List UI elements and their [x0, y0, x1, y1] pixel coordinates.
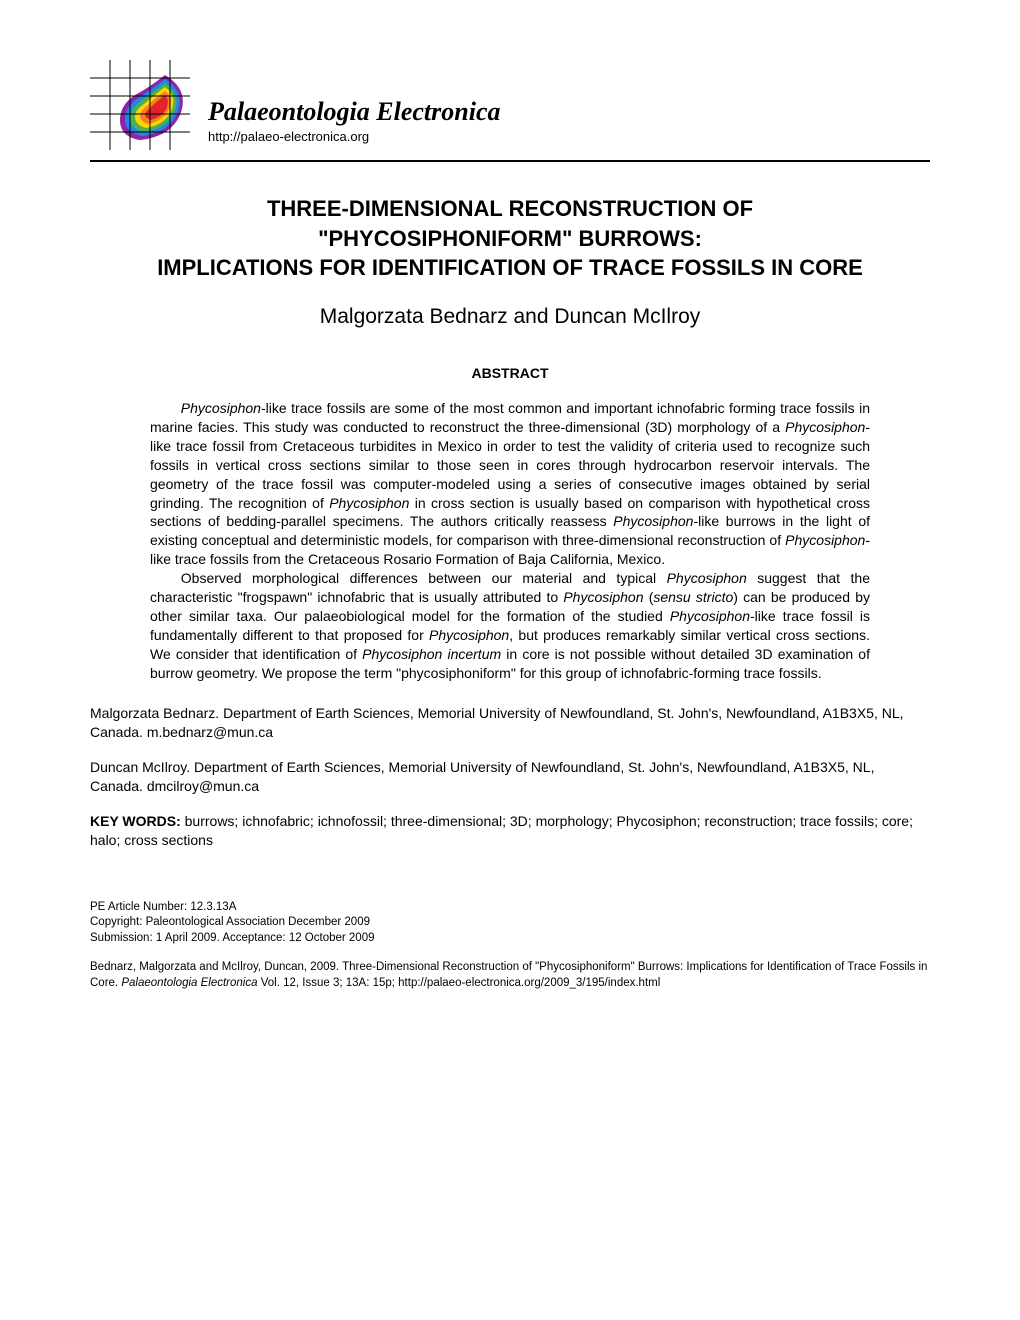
article-metadata: PE Article Number: 12.3.13A Copyright: P…: [90, 900, 930, 947]
abstract-paragraph-2: Observed morphological differences betwe…: [150, 569, 870, 682]
author-affiliation-1: Malgorzata Bednarz. Department of Earth …: [90, 704, 930, 742]
abstract-heading: ABSTRACT: [90, 365, 930, 381]
journal-url: http://palaeo-electronica.org: [208, 129, 501, 144]
page: Palaeontologia Electronica http://palaeo…: [0, 0, 1020, 1041]
copyright: Copyright: Paleontological Association D…: [90, 915, 930, 931]
title-line-1: THREE-DIMENSIONAL RECONSTRUCTION OF: [267, 196, 753, 221]
article-number: PE Article Number: 12.3.13A: [90, 900, 930, 916]
journal-name: Palaeontologia Electronica: [208, 97, 501, 127]
keywords-label: KEY WORDS:: [90, 813, 181, 829]
journal-header: Palaeontologia Electronica http://palaeo…: [90, 60, 930, 150]
header-rule: [90, 160, 930, 162]
author-affiliation-2: Duncan McIlroy. Department of Earth Scie…: [90, 758, 930, 796]
journal-title-block: Palaeontologia Electronica http://palaeo…: [208, 97, 501, 150]
title-line-3: IMPLICATIONS FOR IDENTIFICATION OF TRACE…: [157, 255, 863, 280]
abstract-body: Phycosiphon-like trace fossils are some …: [150, 399, 870, 682]
title-line-2: "PHYCOSIPHONIFORM" BURROWS:: [318, 226, 702, 251]
citation: Bednarz, Malgorzata and McIlroy, Duncan,…: [90, 960, 930, 991]
journal-logo: [90, 60, 190, 150]
keywords: KEY WORDS: burrows; ichnofabric; ichnofo…: [90, 812, 930, 850]
authors: Malgorzata Bednarz and Duncan McIlroy: [90, 305, 930, 329]
abstract-paragraph-1: Phycosiphon-like trace fossils are some …: [150, 399, 870, 569]
keywords-text: burrows; ichnofabric; ichnofossil; three…: [90, 813, 913, 848]
submission-dates: Submission: 1 April 2009. Acceptance: 12…: [90, 931, 930, 947]
paper-title: THREE-DIMENSIONAL RECONSTRUCTION OF "PHY…: [90, 194, 930, 283]
